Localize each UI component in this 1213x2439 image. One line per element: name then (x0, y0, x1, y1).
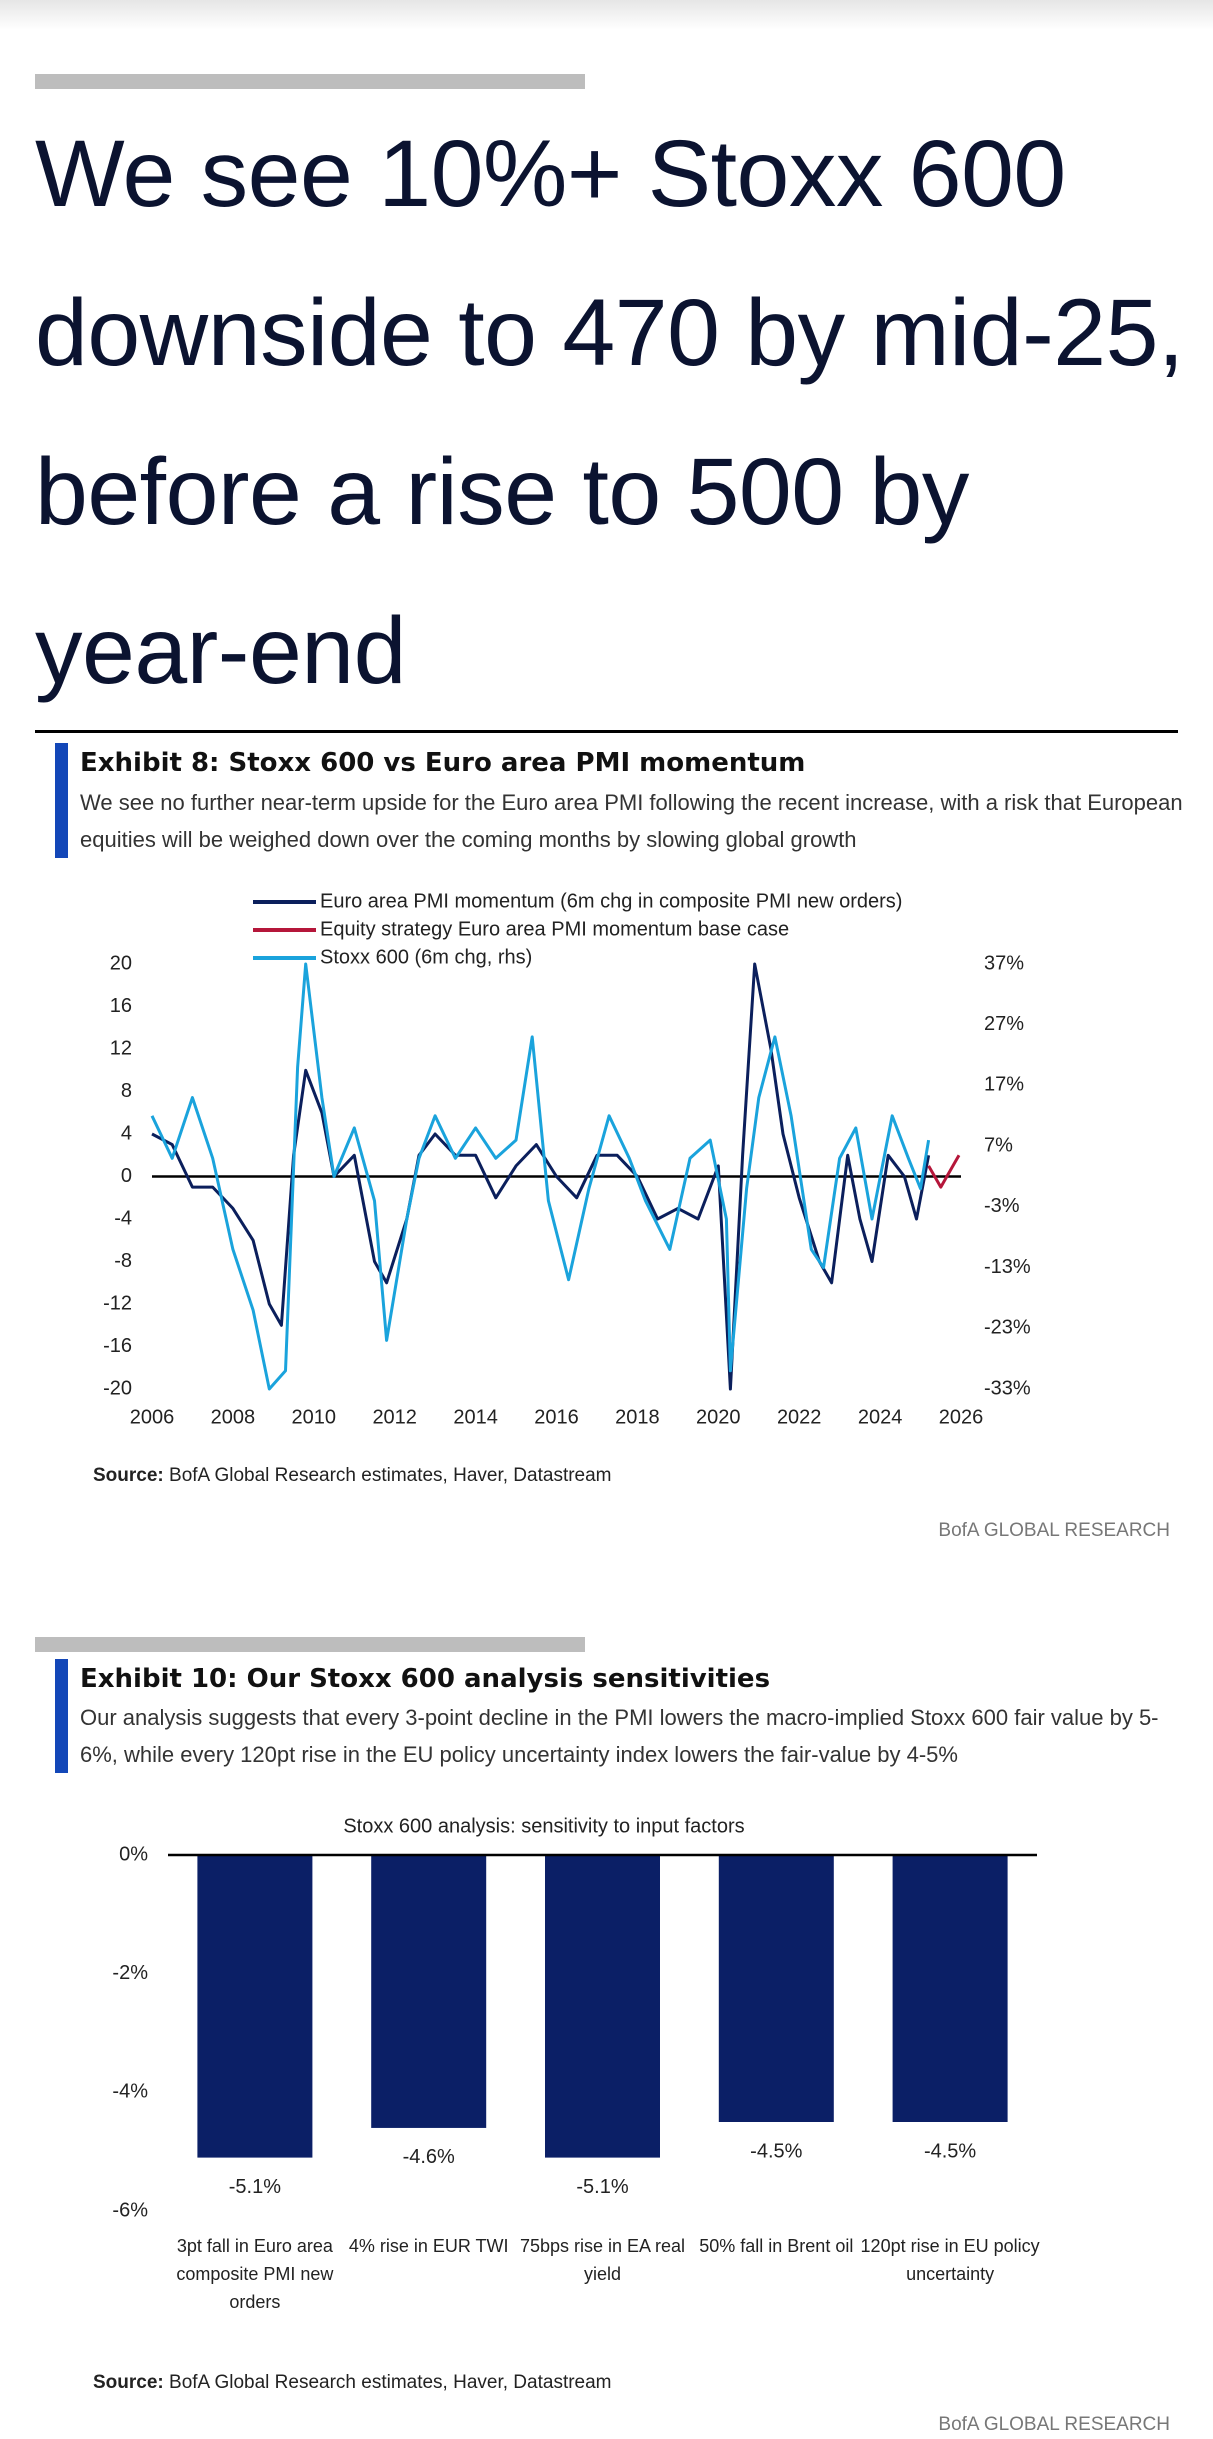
bar (545, 1855, 660, 2158)
x-tick-label: 2006 (130, 1406, 175, 1428)
y2-tick-label: -23% (984, 1317, 1031, 1339)
x-tick-label: 2024 (858, 1406, 903, 1428)
value-label: -4.6% (403, 2146, 455, 2168)
x-tick-label: 50% fall in Brent oil (699, 2236, 854, 2256)
y-tick-label: -12 (103, 1292, 132, 1314)
x-tick-label: 3pt fall in Euro area composite PMI new … (176, 2236, 334, 2312)
y-tick-label: 16 (110, 995, 132, 1017)
x-tick-label: 2014 (453, 1406, 498, 1428)
y-tick-label: 4 (121, 1122, 132, 1144)
value-label: -5.1% (229, 2176, 281, 2198)
exhibit-subtitle: Our analysis suggests that every 3-point… (80, 1705, 1159, 1767)
y2-tick-label: 7% (984, 1134, 1013, 1156)
exhibit-title: Exhibit 8: Stoxx 600 vs Euro area PMI mo… (80, 748, 806, 778)
source-text: BofA Global Research estimates, Haver, D… (169, 2372, 612, 2393)
y2-tick-label: -33% (984, 1377, 1031, 1399)
accent-bar (35, 1637, 585, 1652)
legend-label: Stoxx 600 (6m chg, rhs) (320, 946, 532, 968)
y2-tick-label: -13% (984, 1256, 1031, 1278)
y-tick-label: 0% (119, 1843, 148, 1865)
x-tick-label: 2008 (211, 1406, 256, 1428)
source: Source: BofA Global Research estimates, … (93, 1465, 612, 1487)
exhibit-subtitle: We see no further near-term upside for t… (80, 790, 1183, 852)
legend-label: Equity strategy Euro area PMI momentum b… (320, 918, 789, 940)
y-tick-label: -6% (112, 2199, 148, 2221)
y-tick-label: -8 (114, 1250, 132, 1272)
x-tick-label: 2020 (696, 1406, 741, 1428)
y-tick-label: -4 (114, 1207, 132, 1229)
x-tick-label: 75bps rise in EA real yield (519, 2236, 686, 2284)
brand: BofA GLOBAL RESEARCH (938, 1520, 1170, 1541)
y-tick-label: -4% (112, 2081, 148, 2103)
bar (718, 1855, 834, 2122)
value-label: -5.1% (576, 2176, 628, 2198)
y2-tick-label: 17% (984, 1074, 1024, 1096)
y-tick-label: -2% (112, 1962, 148, 1984)
x-tick-label: 2010 (292, 1406, 337, 1428)
bar (892, 1855, 1008, 2122)
divider (35, 730, 1178, 733)
x-tick-label: 4% rise in EUR TWI (348, 2236, 509, 2256)
value-label: -4.5% (750, 2140, 802, 2162)
series-line (927, 1154, 961, 1189)
x-tick-label: 2022 (777, 1406, 822, 1428)
legend-label: Euro area PMI momentum (6m chg in compos… (320, 890, 902, 912)
exhibit-marker (55, 743, 68, 858)
y-tick-label: 0 (121, 1165, 132, 1187)
y-tick-label: -20 (103, 1377, 132, 1399)
x-tick-label: 2026 (939, 1406, 984, 1428)
chart-title: Stoxx 600 analysis: sensitivity to input… (343, 1815, 744, 1837)
bar (197, 1855, 313, 2158)
exhibit-marker (55, 1659, 68, 1773)
source: Source: BofA Global Research estimates, … (93, 2372, 612, 2394)
x-tick-label: 2012 (372, 1406, 417, 1428)
source-label: Source: (93, 1465, 164, 1486)
value-label: -4.5% (924, 2140, 976, 2162)
bar (371, 1855, 487, 2128)
source-text: BofA Global Research estimates, Haver, D… (169, 1465, 612, 1486)
accent-bar (35, 74, 585, 89)
x-tick-label: 2016 (534, 1406, 579, 1428)
y-tick-label: 12 (110, 1037, 132, 1059)
exhibit-title: Exhibit 10: Our Stoxx 600 analysis sensi… (80, 1664, 771, 1694)
y2-tick-label: 37% (984, 952, 1024, 974)
source-label: Source: (93, 2372, 164, 2393)
x-tick-label: 120pt rise in EU policy uncertainty (860, 2236, 1040, 2284)
y-tick-label: -16 (103, 1335, 132, 1357)
top-shade (0, 0, 1213, 30)
y2-tick-label: 27% (984, 1013, 1024, 1035)
y-tick-label: 8 (121, 1080, 132, 1102)
y2-tick-label: -3% (984, 1195, 1020, 1217)
x-tick-label: 2018 (615, 1406, 660, 1428)
brand: BofA GLOBAL RESEARCH (938, 2414, 1170, 2435)
y-tick-label: 20 (110, 952, 132, 974)
series-line (150, 962, 931, 1391)
headline: We see 10%+ Stoxx 600 downside to 470 by… (35, 121, 1184, 704)
